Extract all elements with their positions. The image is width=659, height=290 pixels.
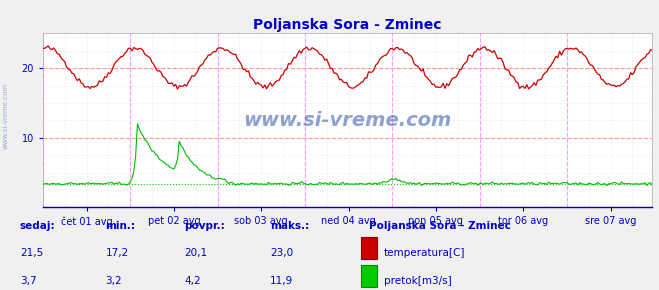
Text: 17,2: 17,2 (105, 248, 129, 258)
Text: 21,5: 21,5 (20, 248, 43, 258)
Text: 20,1: 20,1 (185, 248, 208, 258)
Text: min.:: min.: (105, 221, 136, 231)
Text: 11,9: 11,9 (270, 276, 293, 286)
Text: 4,2: 4,2 (185, 276, 201, 286)
Text: 3,2: 3,2 (105, 276, 122, 286)
Text: Poljanska Sora - Zminec: Poljanska Sora - Zminec (369, 221, 511, 231)
Text: pretok[m3/s]: pretok[m3/s] (384, 276, 451, 286)
Text: temperatura[C]: temperatura[C] (384, 248, 465, 258)
Text: maks.:: maks.: (270, 221, 310, 231)
Title: Poljanska Sora - Zminec: Poljanska Sora - Zminec (253, 18, 442, 32)
Text: 3,7: 3,7 (20, 276, 36, 286)
Bar (361, 265, 377, 287)
Text: sedaj:: sedaj: (20, 221, 55, 231)
Text: 23,0: 23,0 (270, 248, 293, 258)
Text: www.si-vreme.com: www.si-vreme.com (2, 83, 9, 149)
Text: www.si-vreme.com: www.si-vreme.com (243, 111, 452, 130)
Text: povpr.:: povpr.: (185, 221, 225, 231)
Bar (361, 237, 377, 259)
